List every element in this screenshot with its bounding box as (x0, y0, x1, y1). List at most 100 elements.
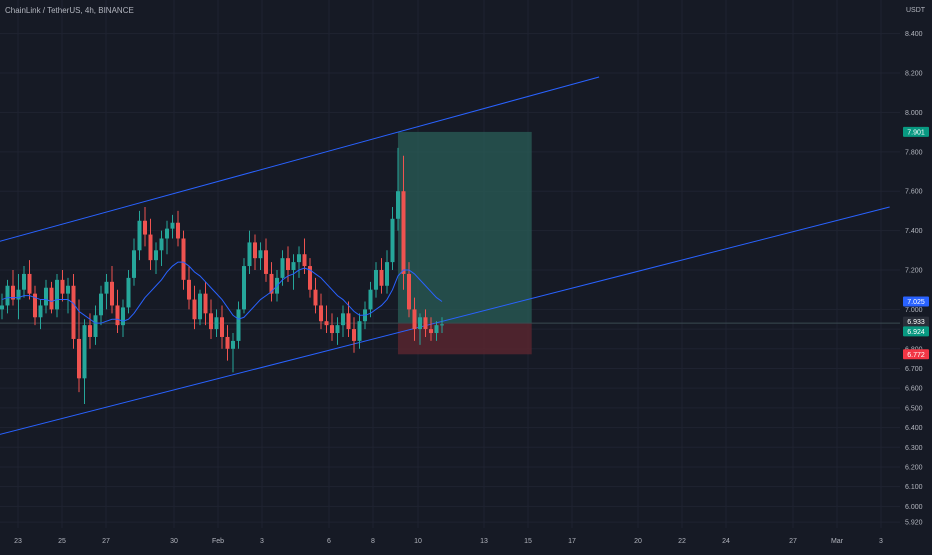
price-tag-bg (903, 126, 929, 137)
ma-line (1, 261, 443, 324)
candle-body (16, 289, 21, 300)
x-tick-label: 30 (170, 538, 178, 545)
symbol-title: ChainLink / TetherUS, 4h, BINANCE (5, 6, 134, 15)
candle-body (192, 299, 197, 320)
candle-body (115, 305, 120, 326)
candle-body (346, 313, 351, 330)
x-tick-label: 3 (879, 538, 883, 545)
candle-body (385, 262, 389, 286)
candle-body (308, 266, 312, 290)
y-tick-label: 5.920 (905, 520, 923, 527)
candle-body (269, 273, 274, 294)
candle-body (357, 321, 362, 341)
candle-body (110, 281, 114, 306)
candle-body (44, 287, 48, 306)
candle-body (82, 325, 87, 379)
candle-body (220, 317, 224, 337)
x-tick-label: 17 (568, 538, 576, 545)
price-tag-label: 6.933 (907, 319, 925, 326)
moving-average (1, 261, 443, 324)
candle-body (137, 220, 142, 251)
candle-body (104, 281, 109, 294)
x-tick-label: 3 (260, 538, 264, 545)
candle-body (429, 329, 433, 334)
candle-body (297, 254, 301, 263)
candle-body (324, 321, 329, 326)
x-tick-label: 23 (14, 538, 22, 545)
candle-body (374, 270, 378, 290)
candle-body (440, 324, 444, 326)
candle-body (390, 218, 395, 263)
candle-body (38, 305, 43, 318)
y-tick-label: 7.800 (905, 149, 923, 156)
x-tick-label: 10 (414, 538, 422, 545)
position-zones[interactable] (0, 131, 900, 355)
candle-body (319, 305, 323, 322)
candle-body (209, 313, 213, 330)
x-tick-label: Mar (831, 538, 844, 545)
candle-body (0, 305, 4, 310)
y-tick-label: 8.200 (905, 71, 923, 78)
candle-body (66, 285, 70, 294)
candle-body (126, 277, 131, 308)
x-tick-label: 24 (722, 538, 730, 545)
candle-body (280, 258, 285, 278)
y-tick-label: 7.400 (905, 228, 923, 235)
lower-channel-line[interactable] (0, 206, 890, 435)
y-tick-label: 8.000 (905, 110, 923, 117)
candle-body (407, 273, 411, 310)
candle-body (99, 293, 103, 316)
x-tick-label: 6 (327, 538, 331, 545)
candle-body (77, 338, 81, 379)
candle-body (352, 329, 356, 341)
y-tick-label: 6.000 (905, 504, 923, 511)
y-tick-label: 6.200 (905, 464, 923, 471)
candle-body (236, 309, 241, 341)
upper-channel-line[interactable] (0, 76, 600, 242)
candle-body (423, 317, 428, 330)
candle-body (5, 285, 10, 306)
y-tick-label: 8.400 (905, 31, 923, 38)
y-tick-label: 6.100 (905, 484, 923, 491)
candle-body (60, 279, 65, 294)
candle-body (396, 191, 400, 219)
time-axis[interactable]: 23 25 27 30 Feb 3 6 8 10 13 15 17 20 22 24 27 Mar 3 (14, 538, 883, 545)
y-tick-label: 7.600 (905, 189, 923, 196)
candle-body (242, 266, 246, 310)
x-tick-label: 22 (678, 538, 686, 545)
candle-body (93, 315, 98, 337)
candle-body (203, 293, 208, 314)
y-tick-label: 6.500 (905, 405, 923, 412)
x-tick-label: 25 (58, 538, 66, 545)
candle-body (341, 313, 345, 326)
candle-body (170, 222, 175, 229)
candle-body (187, 279, 191, 300)
candle-body (181, 238, 186, 280)
x-tick-label: Feb (212, 538, 224, 545)
candle-body (55, 279, 59, 310)
candle-body (148, 234, 153, 261)
price-tag-bg (903, 326, 929, 337)
candle-body (198, 293, 202, 320)
candle-body (214, 317, 219, 330)
candle-body (154, 250, 158, 261)
candle-body (27, 273, 32, 294)
candle-body (264, 250, 268, 274)
candle-body (247, 242, 252, 267)
channel-lines[interactable] (0, 76, 890, 435)
candle-body (291, 262, 296, 270)
candle-body (313, 289, 318, 306)
x-tick-label: 15 (524, 538, 532, 545)
x-tick-label: 20 (634, 538, 642, 545)
candle-body (258, 250, 263, 259)
candle-body (225, 336, 230, 349)
candle-body (71, 285, 76, 339)
price-tag-label: 7.025 (907, 299, 925, 306)
profit-zone[interactable] (397, 131, 532, 324)
price-tag-label: 6.772 (907, 352, 925, 359)
candle-body (49, 287, 54, 310)
candle-body (418, 317, 422, 330)
y-tick-label: 6.700 (905, 366, 923, 373)
